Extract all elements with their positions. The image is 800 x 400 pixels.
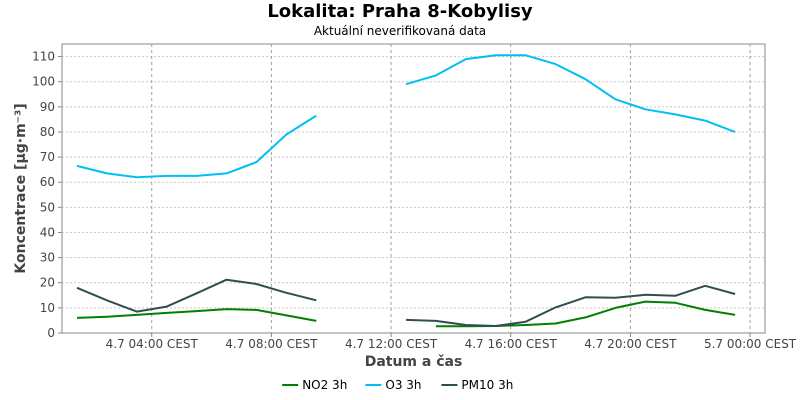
y-tick-label: 70: [40, 150, 55, 164]
y-tick-label: 30: [40, 251, 55, 265]
legend-label: NO2 3h: [302, 378, 347, 392]
x-axis-ticks: 4.7 04:00 CEST 4.7 08:00 CEST 4.7 12:00 CE…: [106, 333, 797, 351]
y-tick-label: 20: [40, 276, 55, 290]
series-line-pm10-3h: [76, 278, 317, 313]
series-group: [76, 54, 736, 328]
y-tick-label: 50: [40, 200, 55, 214]
y-tick-label: 80: [40, 125, 55, 139]
y-tick-label: 90: [40, 100, 55, 114]
series-line-o3-3h: [76, 114, 317, 179]
y-tick-label: 110: [32, 50, 55, 64]
legend-item: NO2 3h: [282, 378, 347, 392]
x-tick-label: 4.7 16:00 CEST: [465, 337, 558, 351]
x-tick-label: 5.7 00:00 CEST: [704, 337, 797, 351]
y-tick-label: 10: [40, 301, 55, 315]
legend-label: PM10 3h: [461, 378, 513, 392]
legend-label: O3 3h: [385, 378, 421, 392]
series-line-pm10-3h: [405, 284, 736, 327]
y-tick-label: 40: [40, 225, 55, 239]
y-tick-label: 0: [47, 326, 55, 340]
series-line-no2-3h: [76, 308, 317, 322]
x-tick-label: 4.7 12:00 CEST: [345, 337, 438, 351]
legend-item: PM10 3h: [441, 378, 513, 392]
x-tick-label: 4.7 20:00 CEST: [584, 337, 677, 351]
y-tick-label: 100: [32, 75, 55, 89]
chart-subtitle: Aktuální neverifikovaná data: [313, 24, 487, 38]
x-tick-label: 4.7 04:00 CEST: [106, 337, 199, 351]
x-axis-title: Datum a čas: [365, 354, 463, 370]
legend: NO2 3h O3 3h PM10 3h: [282, 378, 513, 392]
y-axis-title: Koncentrace [µg·m⁻³]: [13, 103, 29, 273]
series-line-o3-3h: [405, 54, 736, 133]
y-axis-ticks: 0 10 20 30 40 50 60 70 80 90 100 110: [32, 50, 62, 340]
grid: [62, 44, 765, 333]
chart-title: Lokalita: Praha 8-Kobylisy: [267, 1, 533, 22]
y-tick-label: 60: [40, 175, 55, 189]
x-tick-label: 4.7 08:00 CEST: [225, 337, 318, 351]
plot-area: [61, 43, 766, 334]
legend-item: O3 3h: [365, 378, 422, 392]
